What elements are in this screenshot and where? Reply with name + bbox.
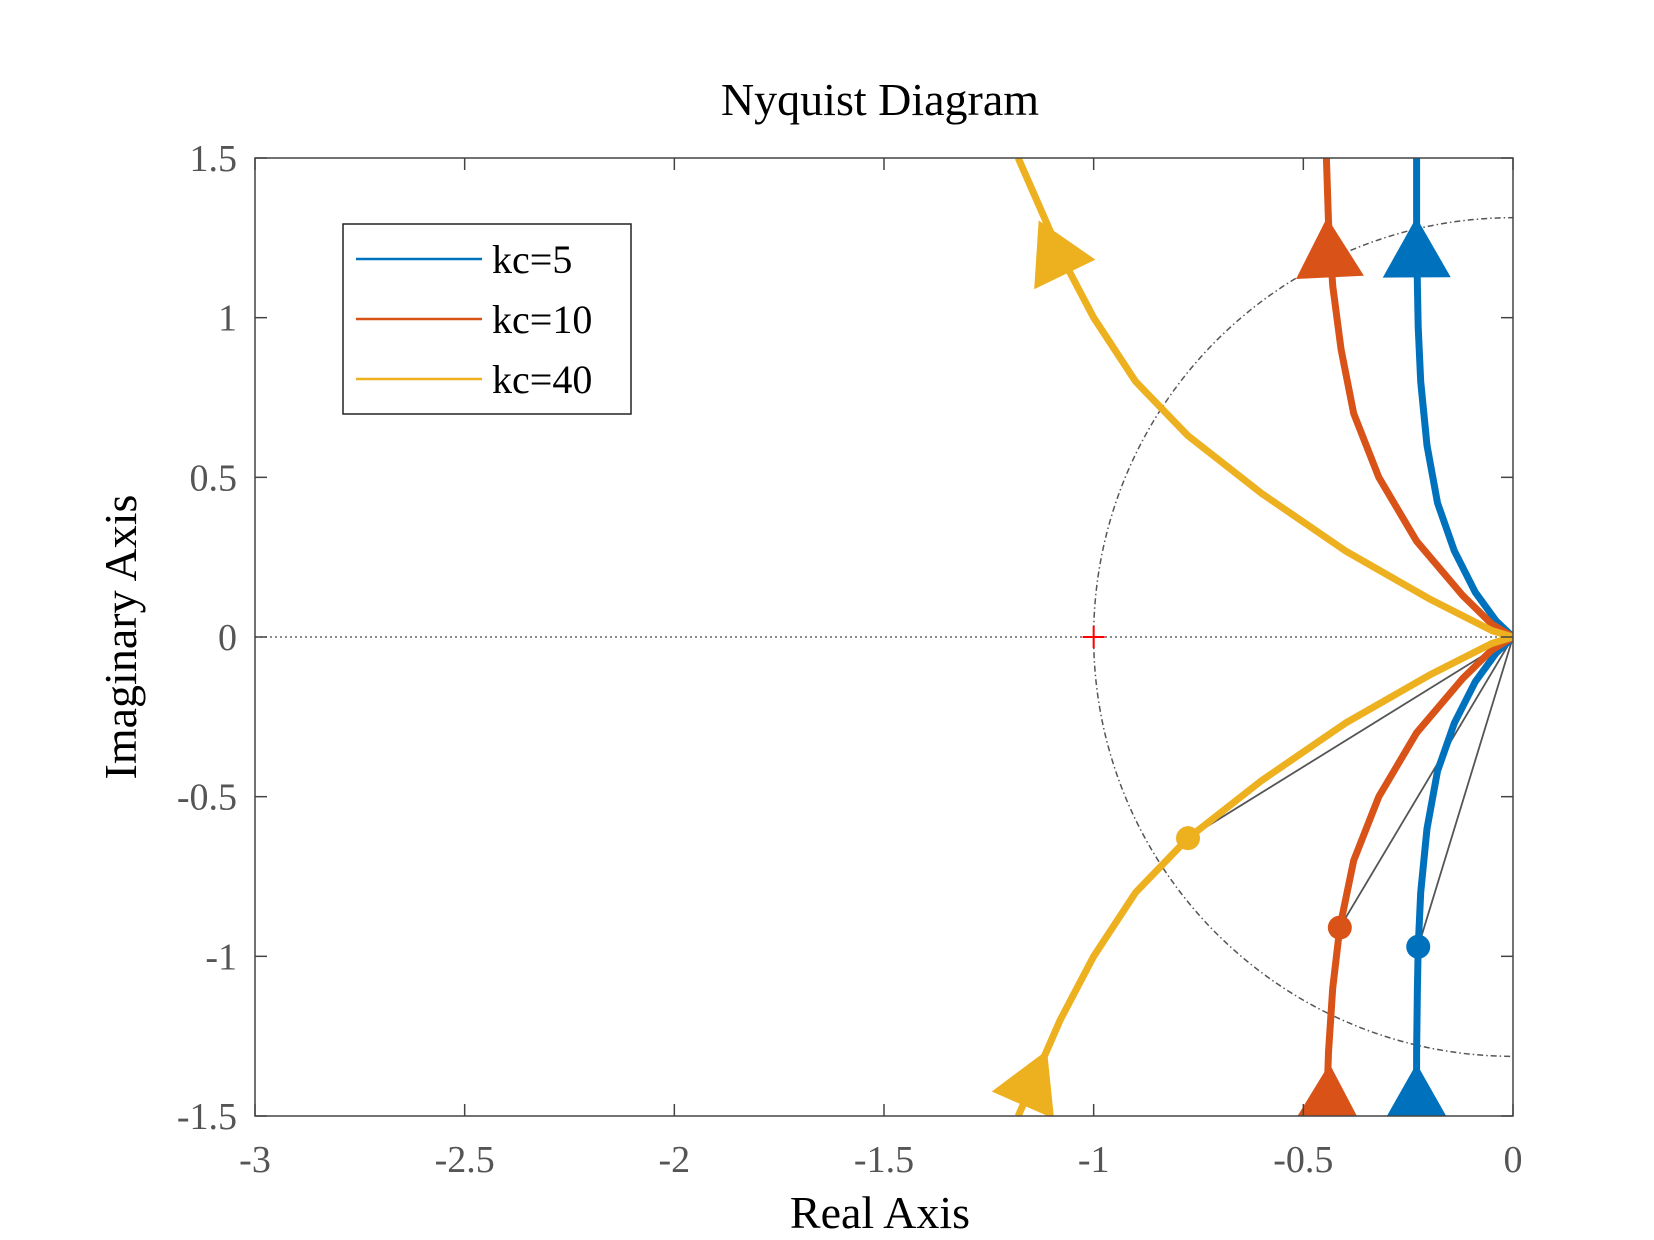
y-axis-label: Imaginary Axis — [95, 495, 146, 780]
legend-label-kc5: kc=5 — [492, 237, 572, 282]
legend-label-kc10: kc=10 — [492, 297, 592, 342]
x-tick-label-2: -2 — [659, 1139, 691, 1181]
x-tick-label-5: -0.5 — [1273, 1139, 1333, 1181]
plot-area — [255, 158, 1513, 1116]
x-tick-label-1: -2.5 — [435, 1139, 495, 1181]
y-tick-label-2: -0.5 — [177, 777, 237, 819]
arrow-1-0 — [1297, 1063, 1357, 1116]
x-axis-label: Real Axis — [790, 1187, 970, 1238]
legend: kc=5 kc=10 kc=40 — [342, 223, 632, 415]
x-tick-label-6: 0 — [1504, 1139, 1523, 1181]
radial-line-1 — [1339, 636, 1513, 929]
y-tick-label-4: 0.5 — [190, 457, 238, 499]
series-line-lower-0 — [1413, 634, 1513, 1116]
y-tick-label-6: 1.5 — [190, 138, 238, 180]
unit-circle — [1093, 217, 1513, 1057]
crossover-point-0 — [1406, 934, 1431, 959]
radial-line-0 — [1417, 636, 1513, 948]
y-tick-label-5: 1 — [218, 298, 237, 340]
crossover-point-2 — [1176, 826, 1201, 851]
y-tick-label-0: -1.5 — [177, 1096, 237, 1138]
radial-line-2 — [1187, 636, 1513, 839]
crossover-point-1 — [1327, 915, 1352, 940]
chart-title: Nyquist Diagram — [721, 74, 1039, 125]
arrow-1-1 — [1296, 217, 1364, 280]
arrow-0-0 — [1386, 1063, 1447, 1116]
series-line-lower-1 — [1322, 634, 1513, 1116]
x-tick-label-4: -1 — [1078, 1139, 1110, 1181]
series-line-upper-0 — [1413, 158, 1513, 640]
arrow-2-1 — [1034, 220, 1096, 290]
y-tick-label-3: 0 — [218, 617, 237, 659]
critical-point-marker — [1082, 626, 1105, 648]
y-tick-label-1: -1 — [205, 936, 237, 978]
x-tick-label-3: -1.5 — [854, 1139, 914, 1181]
arrow-2-0 — [991, 1050, 1054, 1116]
axis-ticks: -3 -2.5 -2 -1.5 -1 -0.5 0 -1.5 -1 -0.5 0 0.5 1 1.5 — [177, 138, 1523, 1181]
legend-label-kc40: kc=40 — [492, 357, 592, 402]
arrow-0-1 — [1382, 217, 1451, 278]
x-tick-label-0: -3 — [239, 1139, 271, 1181]
